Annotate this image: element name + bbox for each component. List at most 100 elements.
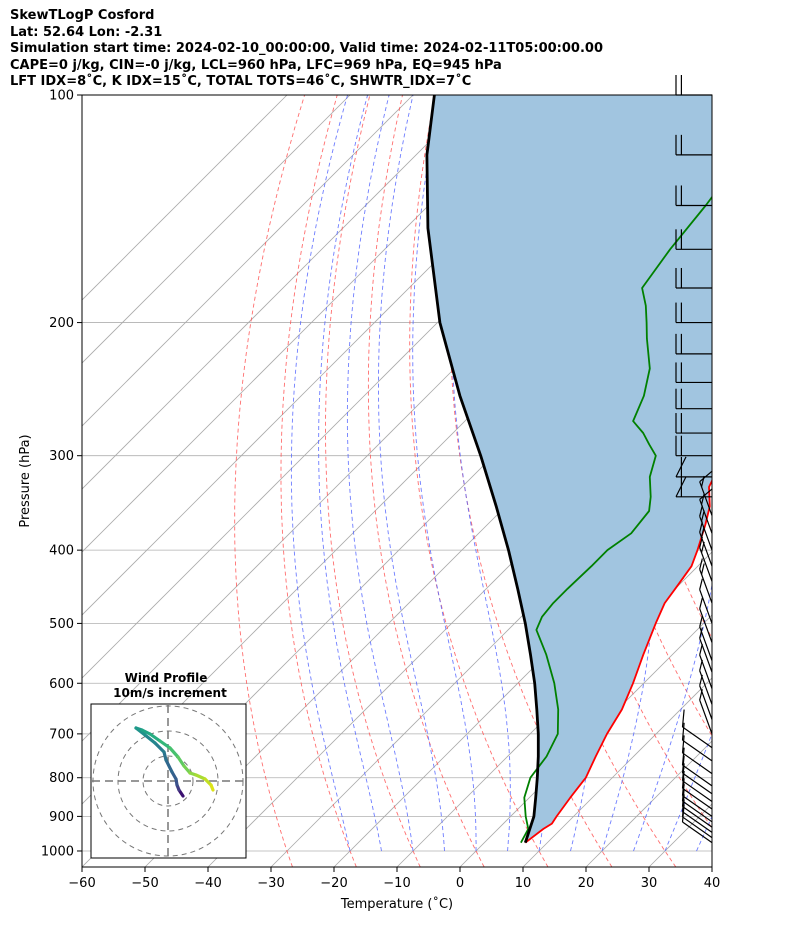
wind-barb [675, 302, 712, 324]
dry-adiabat [409, 95, 549, 867]
wind-barb [675, 456, 712, 478]
barb-staff [699, 532, 713, 567]
y-tick-label: 500 [49, 617, 74, 632]
hodograph-segment [143, 733, 157, 745]
y-axis-label: Pressure (hPa) [18, 434, 33, 527]
moist-adiabat [412, 95, 477, 851]
barb-staff [699, 547, 713, 582]
wind-barb [681, 747, 713, 787]
barb-staff [682, 787, 713, 810]
wind-barb [675, 134, 712, 156]
barb-staff [682, 800, 713, 823]
barb-staff [682, 739, 713, 762]
y-tick-label: 900 [49, 810, 74, 825]
station-location: Lat: 52.64 Lon: -2.31 [10, 24, 163, 40]
dry-adiabat [280, 95, 357, 867]
wind-barb [699, 488, 713, 534]
isotherm [82, 95, 540, 553]
barb-staff [699, 499, 713, 534]
barb-staff [699, 685, 713, 720]
x-tick-label: 20 [578, 876, 595, 891]
y-tick-label: 100 [49, 89, 74, 104]
hodograph-segment [158, 739, 172, 750]
y-tick-label: 800 [49, 771, 74, 786]
dry-adiabat [729, 95, 794, 867]
dry-adiabat [761, 95, 794, 867]
isotherm [775, 95, 794, 867]
inset-subtitle: 10m/s increment [113, 686, 227, 700]
hodograph-segment [176, 755, 186, 768]
simulation-times: Simulation start time: 2024-02-10_00:00:… [10, 41, 603, 56]
x-tick-label: 30 [641, 876, 658, 891]
isotherm [82, 95, 351, 364]
wind-barb [681, 735, 713, 775]
barb-staff [699, 516, 713, 551]
wind-barb [675, 333, 712, 355]
barb-flag [699, 615, 703, 627]
y-tick-label: 300 [49, 449, 74, 464]
isotherm [82, 95, 414, 427]
dewpoint-line [520, 195, 712, 844]
chart-header: SkewTLogP Cosford Lat: 52.64 Lon: -2.31 … [10, 8, 603, 91]
wind-barb [675, 75, 712, 96]
barb-flag [699, 558, 703, 570]
barb-staff [682, 764, 713, 787]
x-tick-label: −20 [320, 876, 347, 891]
wind-barb [675, 413, 712, 434]
inset-title: Wind Profile [125, 671, 208, 685]
barb-flag [700, 493, 705, 505]
wind-barb [699, 627, 713, 673]
barb-staff [699, 569, 713, 604]
y-tick-label: 400 [49, 544, 74, 559]
wind-barb [699, 674, 713, 720]
isotherm [522, 677, 712, 867]
wind-barb [699, 597, 713, 643]
barb-staff [682, 821, 713, 844]
barb-staff [682, 772, 713, 795]
barb-staff [682, 816, 713, 839]
cape-shading [426, 95, 712, 843]
barb-flag [699, 505, 703, 517]
wind-profile-inset: Wind Profile 10m/s increment [90, 671, 247, 859]
isotherm [333, 488, 712, 867]
parcel-line [425, 95, 540, 844]
wind-barb [699, 615, 713, 661]
wind-barb [681, 722, 713, 762]
wind-barb [675, 435, 712, 457]
wind-barb [675, 362, 712, 384]
moist-adiabat [633, 95, 712, 852]
x-tick-label: 0 [456, 876, 464, 891]
isotherm [711, 866, 712, 867]
wind-barb [675, 476, 712, 498]
inset-frame [90, 703, 247, 859]
barb-staff [682, 811, 713, 833]
wind-barb [699, 689, 713, 735]
stability-indices-2: LFT IDX=8˚C, K IDX=15˚C, TOTAL TOTS=46˚C… [10, 74, 472, 89]
wind-barb [699, 558, 713, 604]
wind-barb [675, 229, 712, 250]
barb-staff [682, 806, 713, 828]
barb-staff [699, 638, 713, 673]
hodograph-segment [194, 773, 207, 781]
barb-flag [681, 722, 685, 741]
barb-staff [682, 780, 713, 802]
barb-staff [699, 654, 713, 689]
barb-flag [700, 563, 705, 575]
moist-adiabat [378, 95, 445, 852]
wind-barb [675, 267, 712, 289]
y-tick-label: 200 [49, 316, 74, 331]
wind-barb [699, 578, 713, 624]
sounding-traces [425, 95, 712, 844]
isotherm [396, 551, 712, 867]
wind-barb [675, 185, 712, 207]
barb-staff [699, 626, 713, 661]
y-tick-label: 600 [49, 677, 74, 692]
barb-staff [699, 699, 713, 735]
barb-flag [681, 747, 685, 766]
moist-adiabat [290, 95, 351, 852]
hodograph-segment [209, 783, 215, 792]
hodograph-segment [168, 746, 180, 759]
barb-flag [681, 755, 685, 774]
barb-flag [700, 510, 705, 522]
